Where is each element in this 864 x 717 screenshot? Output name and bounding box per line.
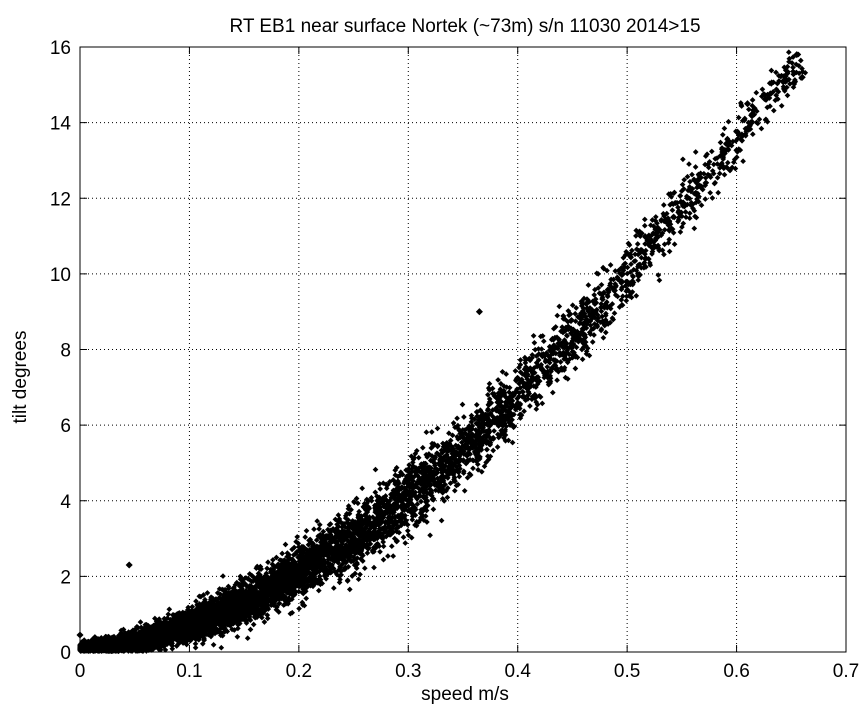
scatter-point xyxy=(380,556,387,563)
scatter-point xyxy=(686,210,693,217)
scatter-point xyxy=(261,619,268,625)
scatter-point xyxy=(485,391,491,398)
scatter-point xyxy=(607,262,614,268)
scatter-point xyxy=(454,415,460,422)
scatter-point xyxy=(408,534,415,541)
scatter-point xyxy=(709,195,716,201)
scatter-point xyxy=(759,86,766,93)
scatter-point xyxy=(660,210,667,217)
scatter-point xyxy=(680,156,686,163)
scatter-point xyxy=(415,454,422,461)
scatter-point xyxy=(414,501,421,507)
scatter-point xyxy=(585,282,592,288)
scatter-point xyxy=(499,368,506,375)
scatter-point xyxy=(661,226,668,233)
scatter-point xyxy=(749,131,756,138)
scatter-point xyxy=(566,312,572,319)
scatter-point xyxy=(461,487,468,494)
scatter-point xyxy=(475,466,481,473)
scatter-point xyxy=(598,308,605,315)
scatter-point xyxy=(785,49,792,56)
scatter-point xyxy=(531,339,538,346)
scatter-point xyxy=(609,301,616,307)
scatter-point xyxy=(247,626,254,633)
scatter-point xyxy=(282,541,289,548)
scatter-point xyxy=(380,543,387,550)
scatter-point xyxy=(539,333,546,339)
scatter-point xyxy=(495,377,501,383)
scatter-point xyxy=(724,159,731,166)
scatter-point xyxy=(427,532,433,539)
scatter-point xyxy=(602,329,609,336)
scatter-point xyxy=(337,576,343,583)
scatter-point xyxy=(405,532,412,538)
scatter-point xyxy=(641,216,648,223)
scatter-point xyxy=(521,408,527,415)
scatter-point xyxy=(456,473,463,480)
scatter-point xyxy=(549,389,556,396)
scatter-point xyxy=(589,339,596,345)
scatter-point xyxy=(294,534,301,540)
scatter-point xyxy=(450,420,457,426)
scatter-points xyxy=(76,49,809,655)
scatter-point xyxy=(562,374,569,381)
scatter-point xyxy=(557,359,564,365)
scatter-point xyxy=(629,247,635,254)
scatter-point xyxy=(438,517,445,524)
scatter-point xyxy=(692,149,699,155)
scatter-point xyxy=(357,571,363,578)
scatter-point xyxy=(679,181,686,188)
scatter-point xyxy=(402,540,409,546)
scatter-point xyxy=(692,164,699,170)
scatter-point xyxy=(619,293,626,300)
scatter-point xyxy=(679,224,685,230)
scatter-point xyxy=(678,188,685,194)
scatter-point xyxy=(527,403,533,409)
scatter-point xyxy=(464,474,471,481)
scatter-point xyxy=(419,444,426,451)
scatter-point xyxy=(503,371,510,377)
